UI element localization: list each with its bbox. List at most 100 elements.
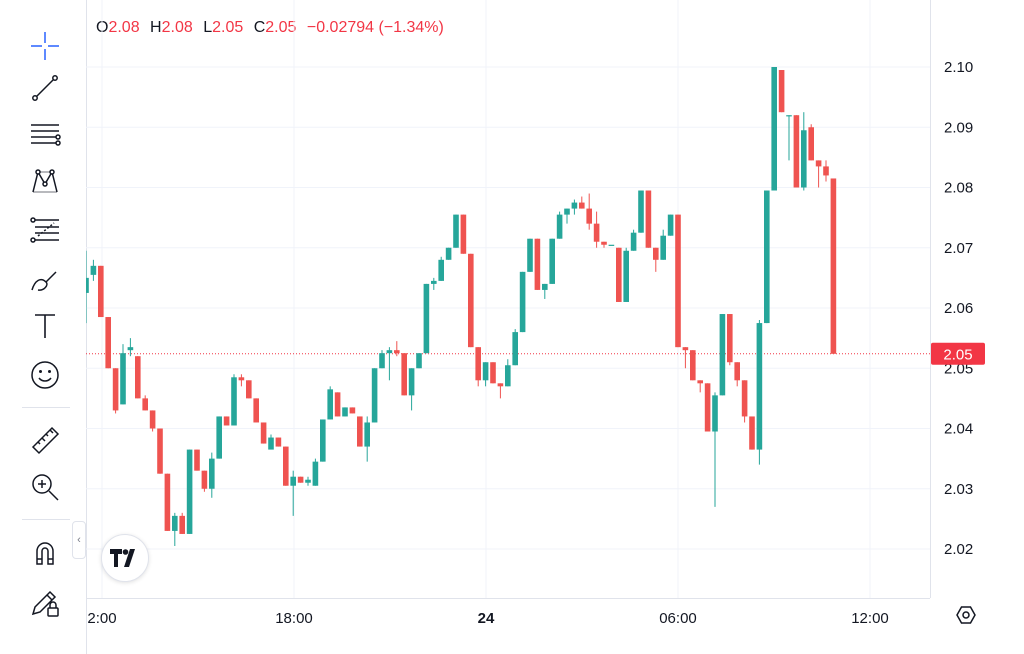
- candle-body: [164, 473, 171, 531]
- low-value: 2.05: [212, 19, 244, 36]
- candle-body: [601, 241, 607, 245]
- lock-drawing-icon[interactable]: [25, 582, 65, 622]
- horizontal-lines-icon[interactable]: [25, 114, 65, 154]
- close-value: 2.05: [265, 19, 297, 36]
- x-tick-label: 18:00: [275, 610, 313, 627]
- candle-body: [564, 208, 570, 215]
- trend-line-icon[interactable]: [25, 68, 65, 108]
- pattern-icon[interactable]: [25, 161, 65, 201]
- candle-body: [408, 368, 415, 396]
- candle-body: [704, 383, 711, 432]
- y-tick-label: 2.07: [944, 240, 973, 257]
- candle-body: [542, 283, 548, 290]
- current-price-tag: [931, 342, 985, 365]
- candle-body: [534, 238, 541, 290]
- candle-body: [194, 449, 200, 471]
- candle-body: [379, 353, 385, 369]
- ruler-icon[interactable]: [25, 420, 65, 460]
- drawing-toolbar: ‹: [0, 0, 87, 654]
- y-tick-label: 2.10: [944, 59, 973, 76]
- y-tick-label: 2.06: [944, 300, 973, 317]
- zoom-in-icon[interactable]: [25, 467, 65, 507]
- candle-body: [727, 314, 733, 363]
- candle-body: [505, 365, 511, 387]
- candle-body: [660, 235, 666, 260]
- ohlc-legend: O2.08 H2.08 L2.05 C2.05 −0.02794 (−1.34%…: [96, 19, 450, 37]
- magnet-icon[interactable]: [25, 533, 65, 573]
- candle-body: [342, 407, 348, 417]
- high-label: H: [150, 19, 162, 36]
- high-value: 2.08: [161, 19, 193, 36]
- candle-body: [112, 368, 119, 411]
- candle-body: [697, 380, 703, 384]
- crosshair-icon[interactable]: [25, 26, 65, 66]
- candle-body: [549, 238, 555, 284]
- candle-body: [786, 115, 792, 117]
- candle-body: [690, 350, 696, 381]
- candle-body: [616, 247, 622, 302]
- x-tick-label: 06:00: [659, 610, 697, 627]
- candle-body: [490, 362, 496, 384]
- y-tick-label: 2.08: [944, 180, 973, 197]
- change-value: −0.02794 (−1.34%): [306, 19, 444, 36]
- fib-icon[interactable]: [25, 210, 65, 250]
- candle-body: [630, 232, 637, 251]
- candle-body: [297, 476, 304, 483]
- candle-body: [586, 208, 592, 224]
- candle-body: [357, 416, 363, 447]
- current-price-label: 2.05: [943, 346, 972, 363]
- candle-body: [135, 356, 141, 399]
- candle-body: [364, 422, 370, 447]
- close-label: C: [253, 19, 266, 36]
- candle-body: [445, 247, 452, 260]
- tradingview-logo[interactable]: [101, 534, 149, 582]
- candle-body: [401, 353, 407, 396]
- candle-body: [771, 67, 777, 191]
- open-value: 2.08: [108, 19, 140, 36]
- candle-body: [149, 410, 156, 429]
- settings-icon[interactable]: [953, 602, 979, 628]
- price-chart[interactable]: 2.10 2.09 2.08 2.07 2.06 2.05 2.04 2.03 2.02 2:00…: [86, 0, 1024, 654]
- candle-body: [90, 265, 97, 275]
- y-tick-label: 2.02: [944, 541, 973, 558]
- candle-body: [216, 416, 222, 459]
- candle-body: [334, 392, 341, 417]
- candle-body: [653, 247, 659, 260]
- candle-body: [593, 223, 600, 242]
- candle-body: [231, 377, 237, 426]
- candle-body: [475, 347, 481, 381]
- candle-body: [386, 350, 393, 354]
- candle-body: [98, 265, 104, 318]
- candle-body: [645, 190, 652, 248]
- text-icon[interactable]: [25, 306, 65, 346]
- candle-body: [394, 350, 400, 354]
- brush-icon[interactable]: [25, 260, 65, 300]
- candle-body: [431, 280, 437, 284]
- y-tick-label: 2.03: [944, 481, 973, 498]
- candle-body: [749, 416, 755, 450]
- candle-body: [283, 446, 289, 486]
- x-tick-label: 2:00: [87, 610, 116, 627]
- candle-body: [327, 389, 333, 420]
- candle-body: [741, 380, 748, 417]
- candle-body: [579, 202, 585, 209]
- candle-body: [815, 160, 822, 167]
- candle-body: [756, 323, 763, 450]
- candle-body: [142, 398, 148, 411]
- candle-body: [512, 332, 518, 366]
- candle-body: [667, 214, 674, 236]
- candle-body: [246, 380, 252, 399]
- candle-body: [519, 271, 526, 333]
- collapse-toolbar-button[interactable]: ‹: [72, 521, 86, 559]
- candle-body: [830, 178, 837, 354]
- candle-body: [127, 347, 134, 351]
- candle-body: [349, 407, 356, 414]
- candle-body: [638, 190, 644, 233]
- low-label: L: [203, 19, 213, 36]
- candle-body: [157, 428, 163, 474]
- candle-body: [290, 476, 296, 486]
- candle-body: [438, 259, 444, 281]
- emoji-icon[interactable]: [25, 355, 65, 395]
- candle-body: [719, 314, 726, 396]
- candle-body: [801, 130, 807, 188]
